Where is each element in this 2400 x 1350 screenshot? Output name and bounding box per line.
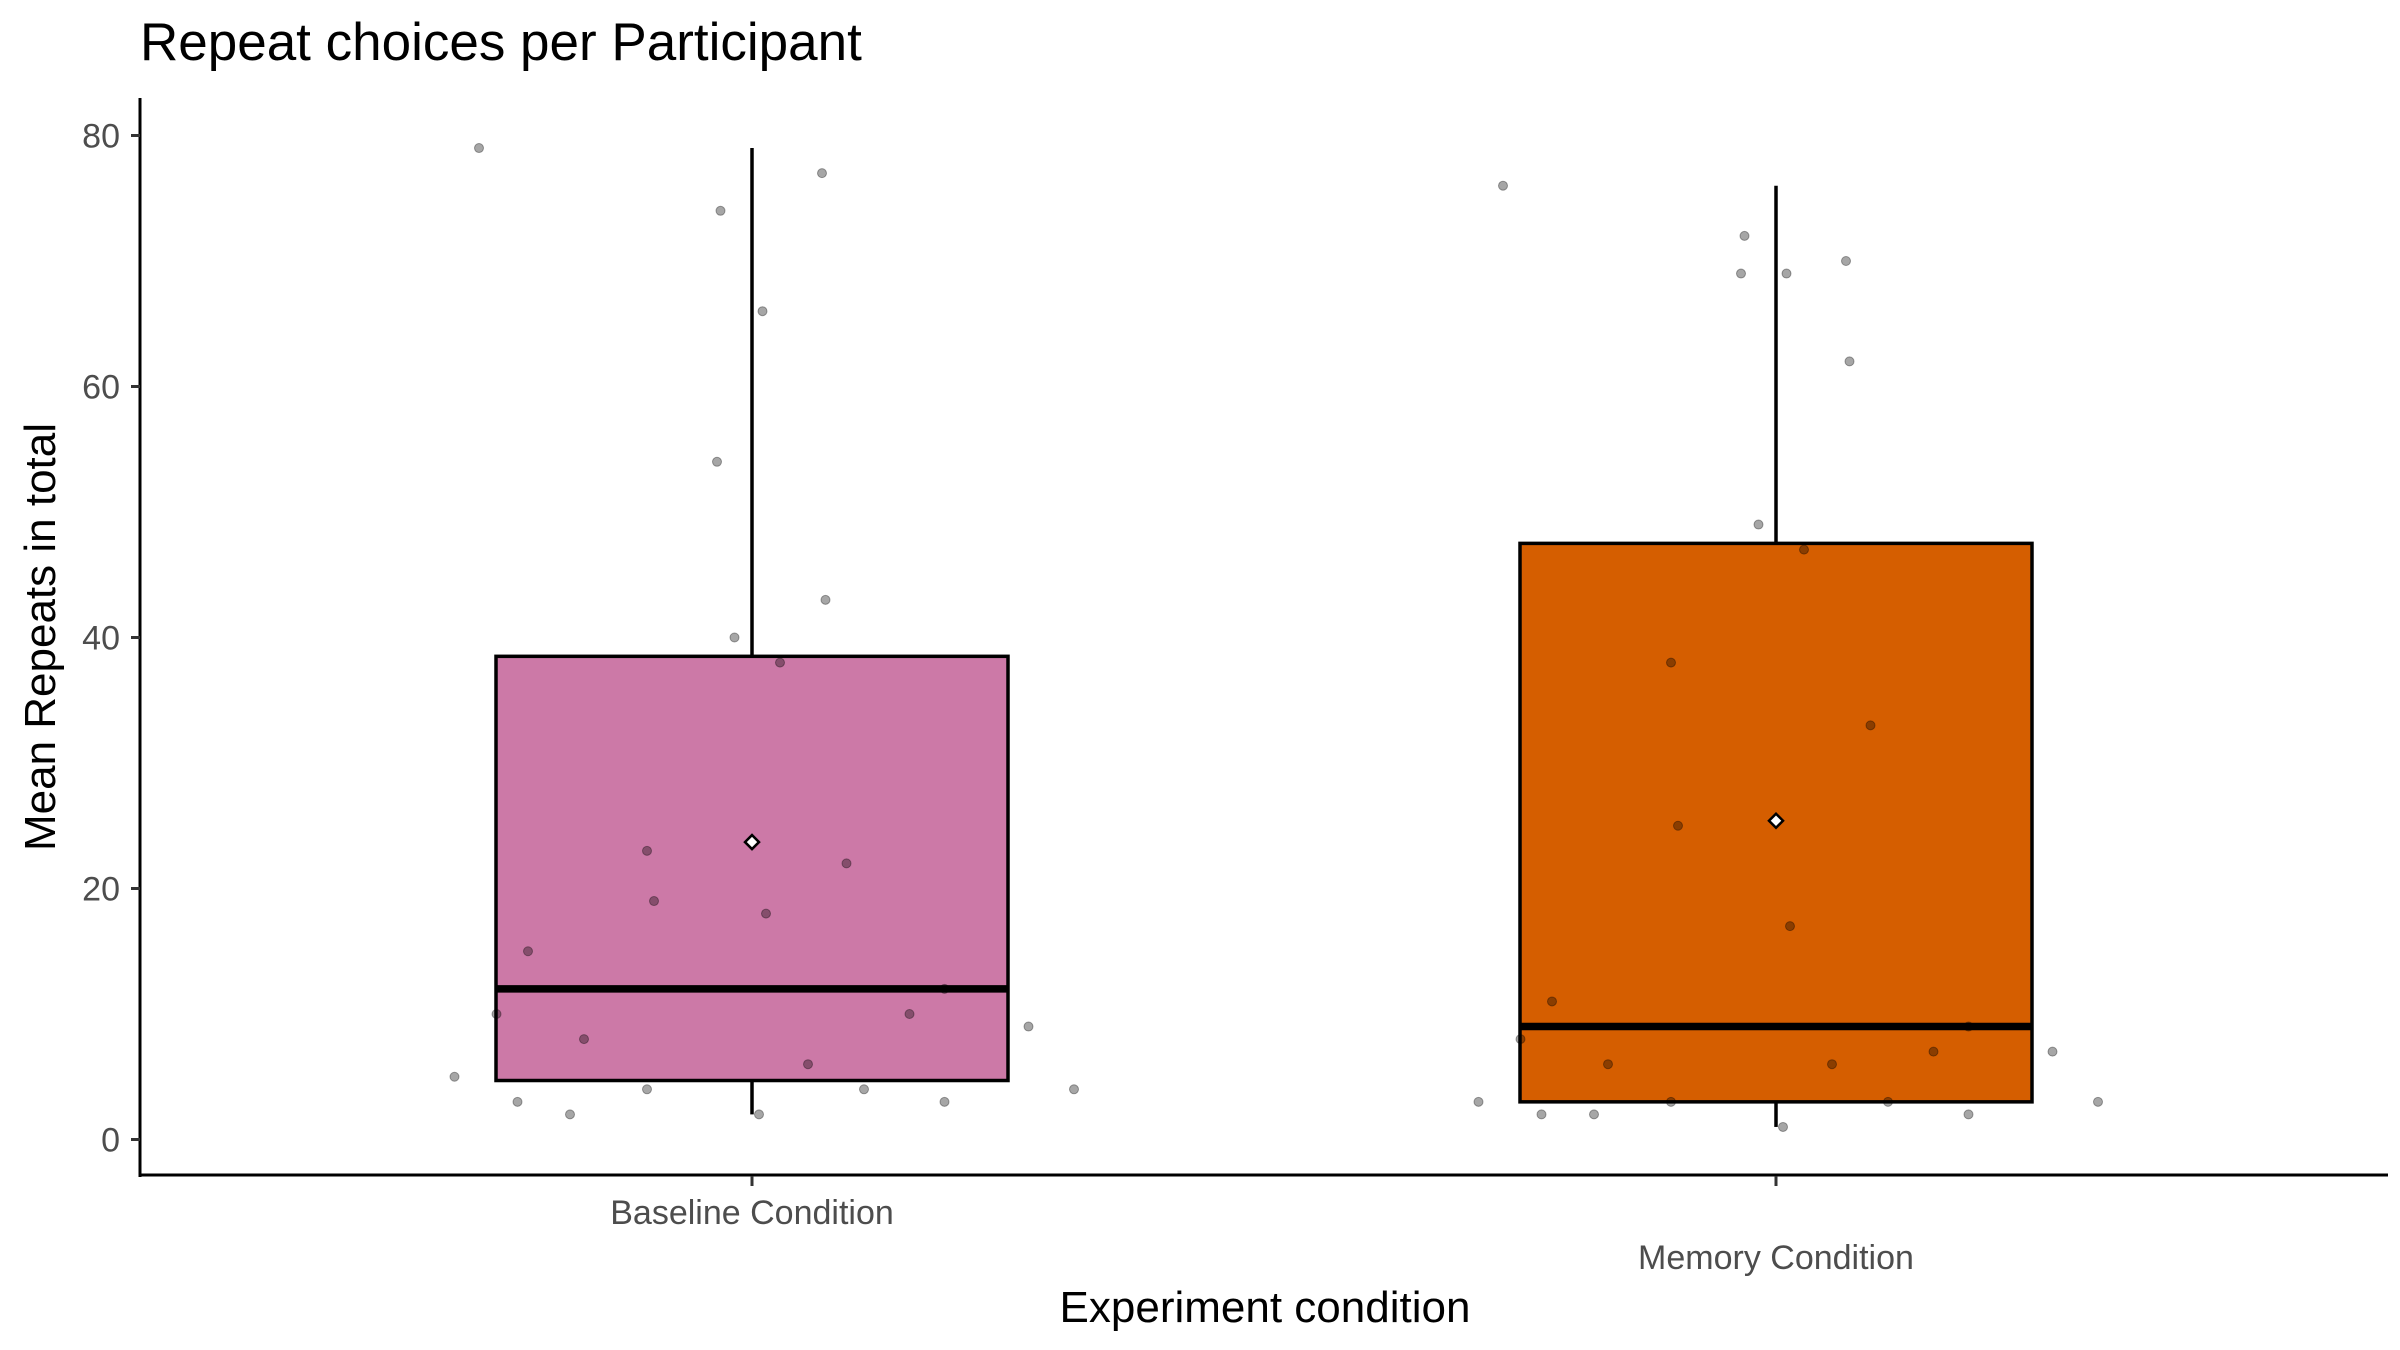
memory-mean-marker <box>1767 811 1785 830</box>
baseline-data-point <box>712 456 722 467</box>
baseline-data-point <box>729 632 740 643</box>
baseline-data-point <box>715 205 726 216</box>
baseline-box <box>494 654 1010 1083</box>
memory-data-point <box>1673 820 1683 831</box>
y-axis-title: Mean Repeats in total <box>16 423 65 851</box>
memory-data-point <box>1547 996 1557 1007</box>
memory-data-point <box>1739 230 1750 241</box>
baseline-data-point <box>803 1059 813 1070</box>
baseline-box-group <box>449 143 1079 1120</box>
memory-data-point <box>1841 256 1851 266</box>
baseline-data-point <box>939 983 950 994</box>
baseline-data-point <box>579 1034 589 1045</box>
memory-data-point <box>1963 1109 1974 1120</box>
baseline-data-point <box>757 306 768 317</box>
baseline-data-point <box>491 1009 502 1019</box>
memory-data-point <box>1963 1021 1974 1032</box>
y-tick-label: 40 <box>82 620 120 658</box>
baseline-data-point <box>841 858 852 869</box>
memory-data-point <box>1778 1121 1788 1132</box>
chart-title: Repeat choices per Participant <box>140 13 862 72</box>
memory-data-point <box>1799 544 1809 555</box>
memory-data-point <box>2093 1096 2103 1107</box>
y-tick-label: 80 <box>82 118 120 156</box>
memory-box-group <box>1473 180 2103 1132</box>
y-tick-label: 20 <box>82 871 120 909</box>
memory-data-point <box>1536 1109 1547 1120</box>
baseline-data-point <box>642 845 652 856</box>
y-tick-label: 0 <box>101 1122 120 1160</box>
baseline-data-point <box>1023 1021 1034 1032</box>
memory-data-point <box>1473 1096 1484 1107</box>
plot-area <box>449 143 2103 1132</box>
memory-data-point <box>1781 268 1792 279</box>
baseline-data-point <box>523 946 533 957</box>
memory-data-point <box>1603 1059 1613 1070</box>
baseline-data-point <box>449 1071 460 1082</box>
x-tick-label: Baseline Condition <box>610 1194 894 1232</box>
memory-data-point <box>1736 268 1746 279</box>
memory-data-point <box>1883 1096 1893 1107</box>
memory-data-point <box>1498 180 1508 191</box>
baseline-mean-marker <box>743 833 761 851</box>
y-axis-ticks: 0 20 40 60 80 <box>82 118 140 1160</box>
memory-data-point <box>1865 720 1876 731</box>
memory-data-point <box>1589 1109 1599 1120</box>
memory-data-point <box>1515 1034 1526 1045</box>
baseline-data-point <box>565 1109 575 1120</box>
baseline-data-point <box>817 168 827 179</box>
baseline-data-point <box>820 594 831 605</box>
y-tick-label: 60 <box>82 369 120 407</box>
memory-data-point <box>1844 356 1855 367</box>
memory-data-point <box>1928 1046 1939 1057</box>
memory-data-point <box>1827 1059 1837 1070</box>
baseline-data-point <box>859 1084 869 1095</box>
baseline-data-point <box>761 908 771 919</box>
baseline-data-point <box>904 1009 915 1019</box>
memory-data-point <box>1666 1096 1676 1107</box>
baseline-data-point <box>754 1109 764 1120</box>
baseline-data-point <box>1069 1084 1079 1095</box>
memory-data-point <box>1666 657 1676 668</box>
baseline-data-point <box>939 1096 950 1107</box>
memory-data-point <box>1785 921 1795 932</box>
baseline-data-point <box>775 657 785 668</box>
baseline-data-point <box>649 896 659 907</box>
memory-data-point <box>2047 1046 2058 1057</box>
x-axis-title: Experiment condition <box>1060 1283 1471 1332</box>
baseline-data-point <box>512 1096 523 1107</box>
x-tick-label: Memory Condition <box>1638 1239 1914 1277</box>
memory-data-point <box>1753 519 1764 530</box>
baseline-data-point <box>474 143 484 154</box>
x-axis-ticks: Baseline Condition Memory Condition <box>610 1176 1914 1277</box>
baseline-data-point <box>642 1084 652 1095</box>
